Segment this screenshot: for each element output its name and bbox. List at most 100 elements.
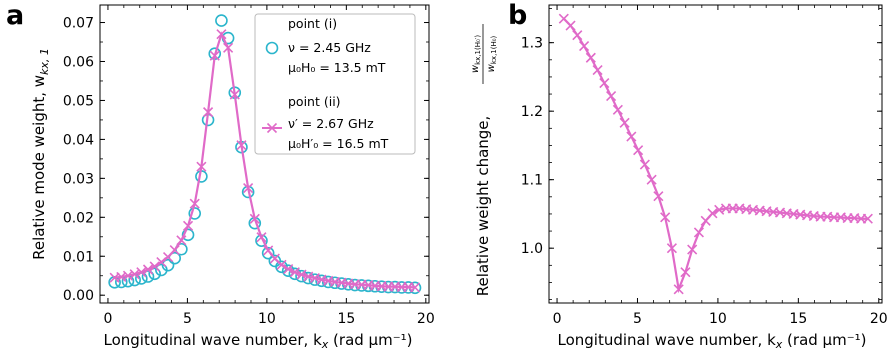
data-point-circle [275, 260, 288, 274]
y-tick-label: 0.02 [63, 210, 94, 226]
data-point-circle [215, 14, 228, 27]
panel-b-letter: b [508, 0, 527, 31]
data-point-x [639, 159, 650, 170]
data-point-circle [188, 207, 202, 220]
data-point-x [229, 89, 240, 100]
y-tick-label: 1.3 [521, 36, 543, 52]
legend: point (i) ν = 2.45 GHz μ₀H₀ = 13.5 mT po… [254, 13, 416, 155]
y-tick-label: 1.2 [521, 104, 543, 120]
x-tick-label: 15 [337, 311, 355, 327]
panel-b-frame [548, 4, 883, 304]
panel-b-ylabel-numerator: wkx,1(H₀′) [470, 35, 482, 73]
data-point-x [203, 107, 214, 118]
y-tick-label: 0.07 [63, 16, 94, 32]
data-point-x [680, 267, 691, 278]
x-tick-label: 10 [709, 311, 727, 327]
data-point-circle [181, 228, 195, 242]
data-point-x [216, 29, 227, 40]
data-point-x [276, 259, 287, 270]
legend-entry-ii: point (ii) ν′ = 2.67 GHz μ₀H′₀ = 16.5 mT [262, 94, 389, 151]
data-point-x [626, 131, 637, 142]
data-point-x [585, 52, 596, 63]
data-point-x [606, 91, 617, 102]
data-point-x [176, 235, 187, 246]
y-tick-label: 1.0 [521, 241, 543, 257]
data-point-x [182, 220, 194, 231]
data-point-x [169, 244, 180, 256]
data-point-x [136, 267, 147, 278]
data-point-x [572, 30, 583, 41]
data-point-x [283, 264, 294, 275]
data-point-x [243, 183, 254, 194]
panel-a-frame [99, 4, 430, 304]
data-point-x [156, 257, 167, 268]
x-tick-label: 0 [553, 311, 562, 327]
x-tick-label: 15 [789, 311, 807, 327]
data-point-x [409, 282, 421, 293]
panel-b-xlabel: Longitudinal wave number, kx (rad μm⁻¹) [557, 331, 866, 351]
data-point-x [673, 284, 684, 295]
legend-ii-title: point (ii) [288, 94, 341, 109]
series-line [563, 17, 868, 294]
x-tick-label: 20 [870, 311, 888, 327]
svg-text:Relative weight change,: Relative weight change, [474, 116, 492, 297]
panel-a-xlabel: Longitudinal wave number, kx (rad μm⁻¹) [103, 331, 412, 351]
data-point-circle [261, 246, 275, 260]
data-point-circle [148, 267, 161, 281]
data-point-x [687, 244, 698, 255]
panel-b: 0 5 10 15 20 1.0 1.1 1.2 1.3 Relative weight cha… [470, 4, 888, 351]
legend-entry-i: point (i) ν = 2.45 GHz μ₀H₀ = 13.5 mT [265, 16, 386, 75]
data-point-x [196, 161, 207, 172]
data-point-x [612, 104, 623, 115]
data-point-x [189, 198, 200, 209]
data-point-circle [135, 272, 148, 285]
panel-a-ylabel: Relative mode weight, wkx, 1 [30, 48, 51, 260]
x-tick-label: 5 [633, 311, 642, 327]
data-point-x [142, 264, 154, 275]
data-point-x [646, 174, 657, 185]
legend-ii-line2: μ₀H′₀ = 16.5 mT [288, 136, 389, 151]
panel-a: 0 5 10 15 20 0.00 0.01 0.02 0.03 0.04 0.05 0.06 0.07… [30, 4, 435, 351]
data-point-x [565, 20, 576, 31]
data-point-x [660, 212, 671, 223]
data-point-x [633, 145, 644, 156]
data-point-x [256, 232, 267, 243]
y-tick-label: 0.01 [63, 249, 94, 265]
data-point-x [666, 243, 677, 254]
legend-box [254, 13, 416, 155]
legend-x-marker [266, 122, 278, 134]
legend-i-line2: μ₀H₀ = 13.5 mT [288, 60, 386, 75]
data-point-x [693, 227, 704, 238]
data-point-x [619, 117, 630, 128]
data-point-x [653, 191, 664, 202]
x-tick-label: 10 [258, 311, 276, 327]
legend-i-title: point (i) [288, 16, 337, 31]
data-point-x [263, 245, 274, 256]
y-tick-label: 1.1 [521, 173, 543, 189]
x-tick-label: 0 [103, 311, 112, 327]
data-point-circle [161, 258, 175, 272]
y-tick-label: 0.05 [63, 93, 94, 109]
data-point-x [223, 42, 234, 53]
data-point-x [579, 41, 590, 52]
data-point-x [209, 50, 220, 61]
panel-a-letter: a [6, 0, 24, 31]
data-point-x [707, 208, 718, 219]
x-tick-label: 20 [417, 311, 435, 327]
y-tick-label: 0.00 [63, 288, 94, 304]
data-point-x [149, 261, 160, 272]
data-point-x [249, 213, 260, 224]
legend-circle-marker [265, 41, 279, 55]
data-point-x [592, 65, 603, 76]
data-point-x [599, 78, 610, 89]
data-point-x [289, 267, 300, 278]
data-point-circle [141, 270, 155, 283]
panel-b-ylabel: Relative weight change, wkx,1(H₀′) wkx,1… [470, 24, 498, 296]
data-point-x [296, 269, 307, 280]
panel-b-ylabel-denominator: wkx,1(H₀) [486, 35, 498, 72]
data-point-x [129, 269, 140, 280]
y-tick-label: 0.03 [63, 171, 94, 187]
y-tick-label: 0.04 [63, 132, 94, 148]
data-point-x [862, 213, 873, 224]
